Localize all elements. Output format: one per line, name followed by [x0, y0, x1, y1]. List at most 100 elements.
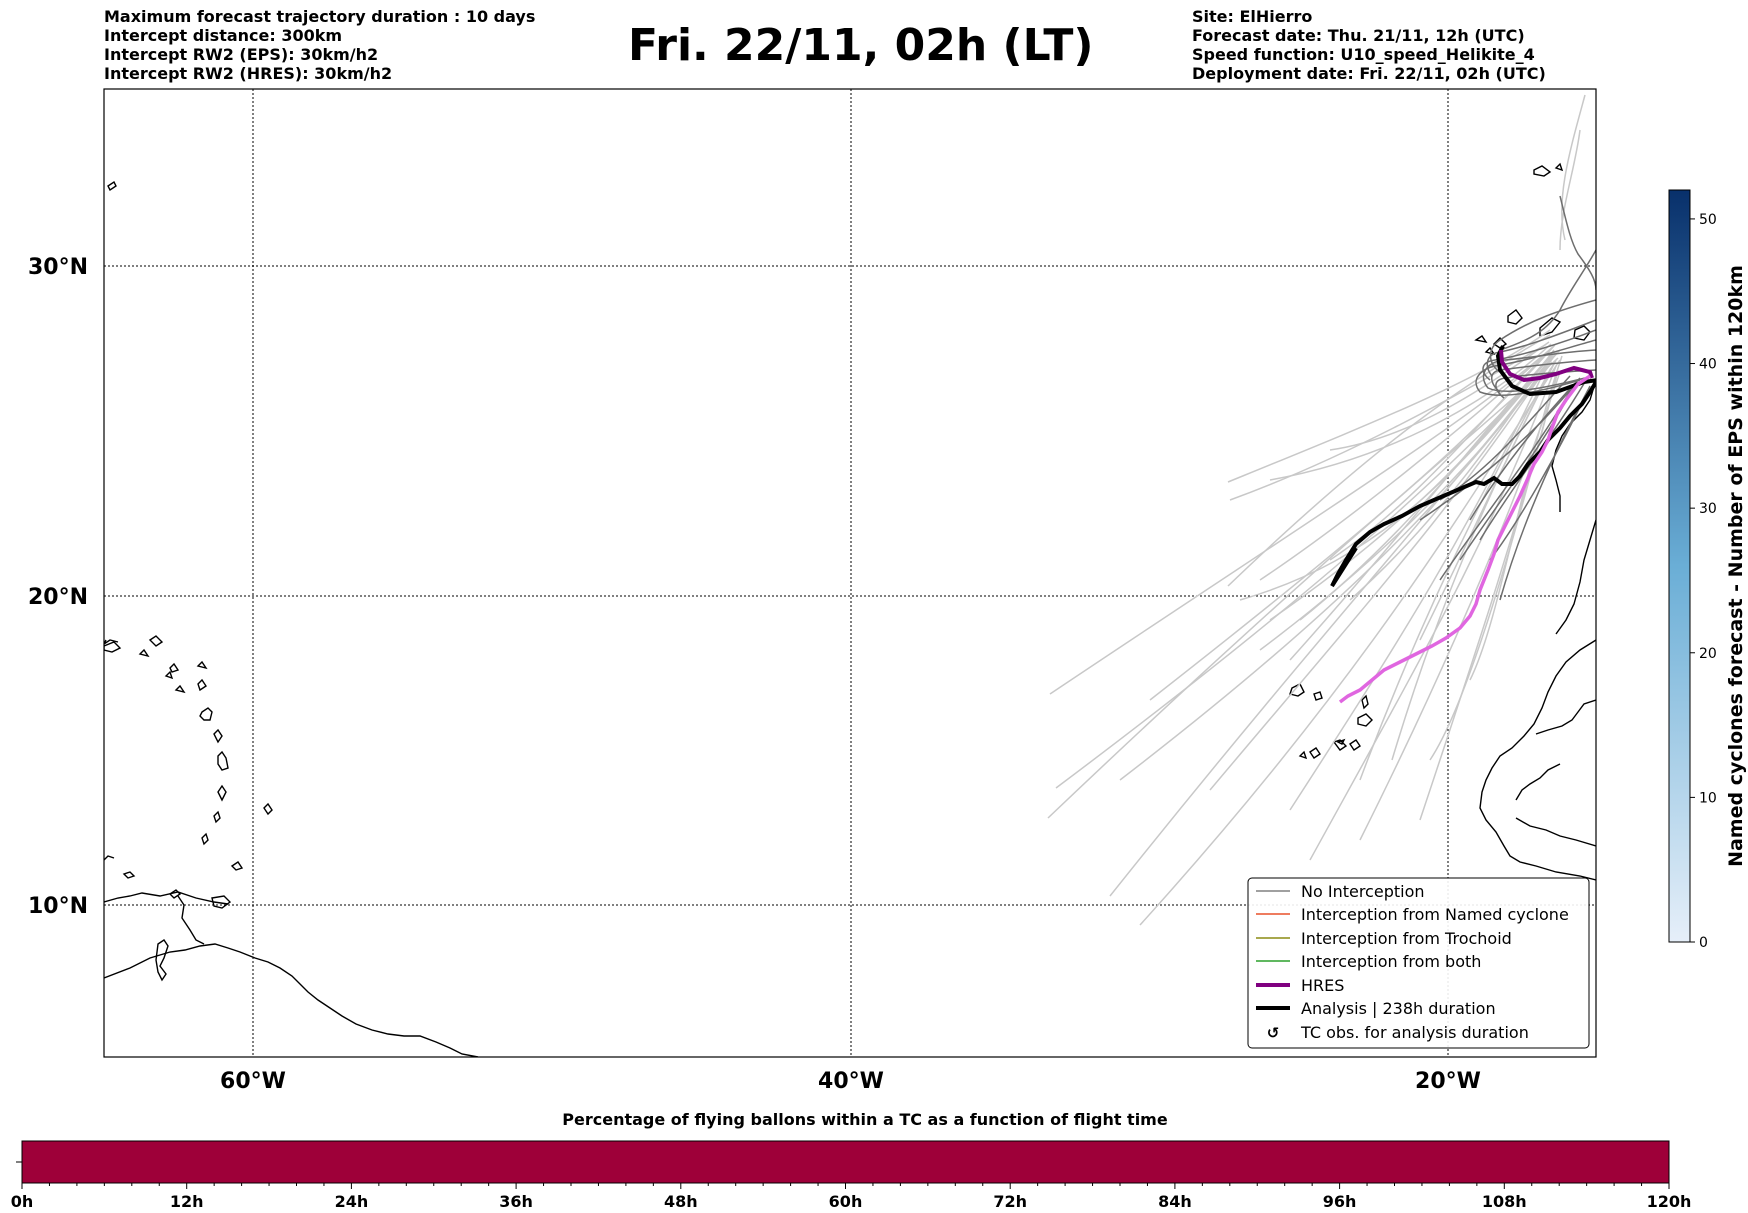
lat-tick-30n: 30°N	[28, 255, 88, 280]
time-bar-title: Percentage of flying ballons within a TC…	[562, 1110, 1168, 1129]
coast-guinea-bissau	[1515, 817, 1596, 847]
legend-item-analysis: Analysis | 238h duration	[1301, 999, 1496, 1018]
legend-box	[1247, 877, 1590, 1049]
header-left-line: Intercept RW2 (HRES): 30km/h2	[104, 64, 393, 83]
colorbar-label: Named cyclones forecast - Number of EPS …	[1725, 265, 1747, 867]
coast-senegal	[1515, 763, 1561, 801]
time-bar-fill	[21, 1140, 1670, 1184]
legend-item-trochoid: Interception from Trochoid	[1301, 929, 1512, 948]
header-right-line: Forecast date: Thu. 21/11, 12h (UTC)	[1192, 26, 1525, 45]
trajectory-eps	[1489, 299, 1596, 373]
colorbar-tick-label: 50	[1699, 212, 1717, 228]
legend-item-both: Interception from both	[1301, 952, 1481, 971]
island-lanzarote	[1507, 309, 1523, 325]
island-sao-nicolau	[1349, 739, 1361, 751]
legend-item-hres: HRES	[1301, 976, 1344, 995]
island-tobago	[230, 861, 244, 871]
header-right-info: Site: ElHierro Forecast date: Thu. 21/11…	[1192, 7, 1546, 83]
coast-south-america	[104, 943, 479, 1057]
island-pr	[104, 641, 122, 653]
lon-tick-20w: 20°W	[1415, 1069, 1481, 1094]
legend-item-no-interception: No Interception	[1301, 882, 1425, 901]
island-martinique	[217, 750, 229, 771]
lon-tick-60w: 60°W	[220, 1069, 286, 1094]
island-st-vincent	[213, 810, 221, 824]
island-small2	[174, 684, 186, 694]
coast-venezuela-n	[104, 891, 229, 905]
trajectory-eps	[1269, 349, 1555, 621]
colorbar-tick-label: 30	[1699, 501, 1717, 517]
coast-trinidad	[211, 895, 232, 909]
coast-guiana-inland	[177, 895, 205, 945]
trajectory-eps	[1486, 319, 1596, 377]
island-bermuda	[107, 180, 117, 192]
trajectory-eps	[1561, 94, 1586, 241]
trajectory-eps	[1559, 129, 1581, 251]
island-madeira	[1533, 165, 1552, 177]
trajectory-eps	[1209, 356, 1554, 791]
island-grenada	[201, 832, 209, 846]
header-left-info: Maximum forecast trajectory duration : 1…	[104, 7, 535, 83]
trajectory-eps	[1259, 349, 1551, 581]
time-bar-tick-label: 108h	[1482, 1192, 1527, 1211]
hres-trajectory-head[interactable]	[1499, 349, 1594, 383]
island-small1	[164, 670, 174, 680]
time-bar-tick-label: 36h	[499, 1192, 533, 1211]
time-bar: Percentage of flying ballons within a TC…	[11, 1110, 1692, 1211]
trajectory-eps	[1139, 359, 1561, 926]
island-fuerteventura	[1539, 317, 1562, 337]
map-legend[interactable]: No Interception Interception from Named …	[1247, 877, 1590, 1049]
island-barbados	[263, 802, 273, 816]
coast-guinea	[1535, 699, 1596, 735]
trajectory-eps	[1329, 341, 1550, 451]
trajectory-eps	[1259, 361, 1553, 651]
island-small4	[138, 648, 150, 658]
time-bar-tick-label: 60h	[829, 1192, 863, 1211]
lon-tick-40w: 40°W	[818, 1069, 884, 1094]
island-bonaire	[155, 939, 169, 982]
trajectory-eps	[1559, 195, 1596, 291]
trajectory-eps	[1227, 329, 1551, 483]
island-maio	[1332, 739, 1348, 751]
time-bar-tick-label: 72h	[993, 1192, 1027, 1211]
page-title: Fri. 22/11, 02h (LT)	[628, 20, 1094, 71]
colorbar-tick-label: 10	[1699, 790, 1717, 806]
trajectory-eps	[1469, 355, 1563, 681]
coast-se-fragment	[104, 855, 115, 861]
island-sal	[1361, 694, 1369, 710]
island-small3	[196, 660, 208, 670]
island-st-kitts	[169, 662, 180, 673]
trajectory-eps	[1469, 377, 1581, 521]
trajectory-eps	[1429, 373, 1558, 761]
hres-trajectory-tail[interactable]	[1338, 374, 1591, 704]
island-aruba	[122, 871, 136, 879]
legend-item-tc-obs: TC obs. for analysis duration	[1300, 1023, 1529, 1042]
legend-item-named-cyclone: Interception from Named cyclone	[1301, 905, 1569, 924]
colorbar-tick-label: 20	[1699, 646, 1717, 662]
header-left-line: Intercept distance: 300km	[104, 26, 343, 45]
trajectory-eps	[1269, 343, 1552, 481]
time-bar-tick-label: 84h	[1158, 1192, 1192, 1211]
coastlines	[104, 162, 1596, 1057]
time-bar-tick-label: 120h	[1647, 1192, 1692, 1211]
colorbar-gradient	[1668, 189, 1691, 943]
trajectory-eps	[1419, 379, 1579, 521]
island-porto-santo	[1554, 162, 1564, 172]
island-la-palma	[1474, 335, 1488, 344]
time-bar-tick-label: 24h	[335, 1192, 369, 1211]
analysis-trajectory[interactable]	[1330, 345, 1598, 588]
island-brava	[1298, 750, 1308, 760]
time-bar-tick-label: 96h	[1323, 1192, 1357, 1211]
lat-tick-20n: 20°N	[28, 585, 88, 610]
coast-morocco	[1551, 379, 1596, 512]
trajectory-eps	[1482, 349, 1596, 393]
island-guadeloupe	[199, 707, 213, 721]
island-hispaniola	[104, 639, 119, 645]
trajectory-eps	[1119, 351, 1558, 781]
graticule	[104, 89, 1596, 1057]
time-bar-tick-label: 12h	[170, 1192, 204, 1211]
header-right-line: Speed function: U10_speed_Helikite_4	[1192, 45, 1535, 64]
time-bar-ticks: 0h 12h 24h 36h 48h 60h 72h 84h 96h 108h 120h	[11, 1183, 1692, 1211]
header-left-line: Maximum forecast trajectory duration : 1…	[104, 7, 536, 26]
